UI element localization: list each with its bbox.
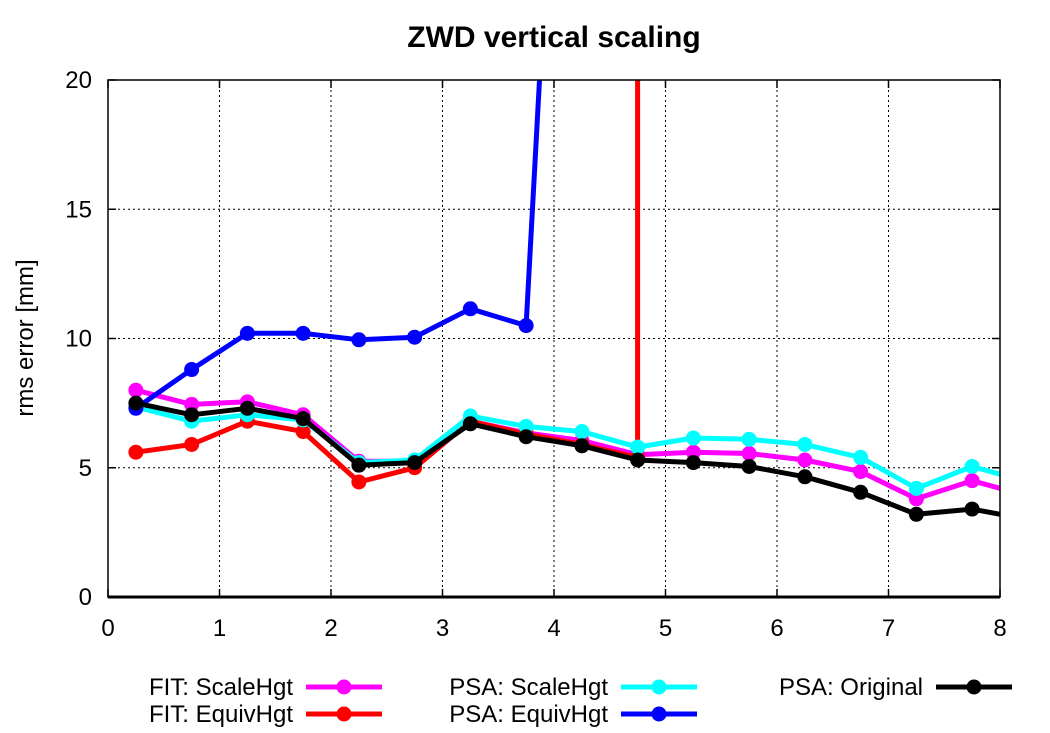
y-tick-label: 20 (65, 67, 92, 94)
x-tick-label: 0 (101, 615, 114, 642)
legend-label: PSA: EquivHgt (449, 701, 608, 728)
data-point (295, 424, 311, 440)
data-point (853, 484, 869, 500)
data-point (462, 301, 478, 317)
legend-marker (651, 679, 667, 695)
legend-marker (336, 679, 352, 695)
data-point (574, 438, 590, 454)
data-point (797, 469, 813, 485)
x-tick-label: 2 (324, 615, 337, 642)
data-point (685, 455, 701, 471)
data-point (630, 452, 646, 468)
data-point (407, 455, 423, 471)
legend-marker (336, 706, 352, 722)
data-point (351, 474, 367, 490)
series-layer (128, 80, 1000, 522)
data-point (908, 506, 924, 522)
data-point (518, 318, 534, 334)
x-tick-label: 7 (882, 615, 895, 642)
data-point (128, 444, 144, 460)
legend-label: FIT: ScaleHgt (149, 674, 293, 701)
data-point (630, 439, 646, 455)
data-point (797, 436, 813, 452)
data-point (685, 430, 701, 446)
data-point (964, 501, 980, 517)
data-point (295, 325, 311, 341)
x-tick-label: 8 (993, 615, 1006, 642)
x-tick-label: 4 (547, 615, 560, 642)
data-point (908, 491, 924, 507)
y-tick-label: 0 (79, 584, 92, 611)
data-point (741, 446, 757, 462)
x-tick-label: 6 (770, 615, 783, 642)
legend-marker (651, 706, 667, 722)
data-point (518, 429, 534, 445)
data-point (295, 411, 311, 427)
data-point (239, 325, 255, 341)
chart-title: ZWD vertical scaling (407, 21, 700, 54)
series-line (135, 400, 1000, 517)
data-point (184, 436, 200, 452)
data-point (239, 400, 255, 416)
data-point (574, 424, 590, 440)
data-point (518, 418, 534, 434)
ticks: 0 1 2 3 4 5 6 7 8 0 5 10 15 20 (65, 67, 1006, 642)
data-point (462, 416, 478, 432)
series-line (135, 80, 641, 485)
data-point (351, 332, 367, 348)
y-axis-label: rms error [mm] (12, 259, 39, 416)
data-point (797, 452, 813, 468)
legend-label: PSA: ScaleHgt (449, 674, 608, 701)
series-line (134, 80, 542, 411)
series-clip-group (128, 80, 1000, 522)
data-point (853, 464, 869, 480)
x-tick-label: 1 (213, 615, 226, 642)
data-point (128, 395, 144, 411)
data-point (351, 457, 367, 473)
legend-marker (966, 679, 982, 695)
data-point (685, 444, 701, 460)
data-point (964, 473, 980, 489)
legend-label: FIT: EquivHgt (149, 701, 293, 728)
data-point (407, 329, 423, 345)
data-point (741, 431, 757, 447)
data-point (184, 396, 200, 412)
data-point (853, 449, 869, 465)
data-point (184, 407, 200, 423)
grid (108, 80, 1000, 597)
y-tick-label: 5 (79, 455, 92, 482)
data-point (184, 362, 200, 378)
y-tick-label: 10 (65, 326, 92, 353)
x-tick-label: 5 (659, 615, 672, 642)
data-point (128, 382, 144, 398)
y-tick-label: 15 (65, 196, 92, 223)
data-point (964, 458, 980, 474)
x-tick-label: 3 (436, 615, 449, 642)
data-point (908, 480, 924, 496)
legend-label: PSA: Original (779, 674, 923, 701)
data-point (741, 458, 757, 474)
